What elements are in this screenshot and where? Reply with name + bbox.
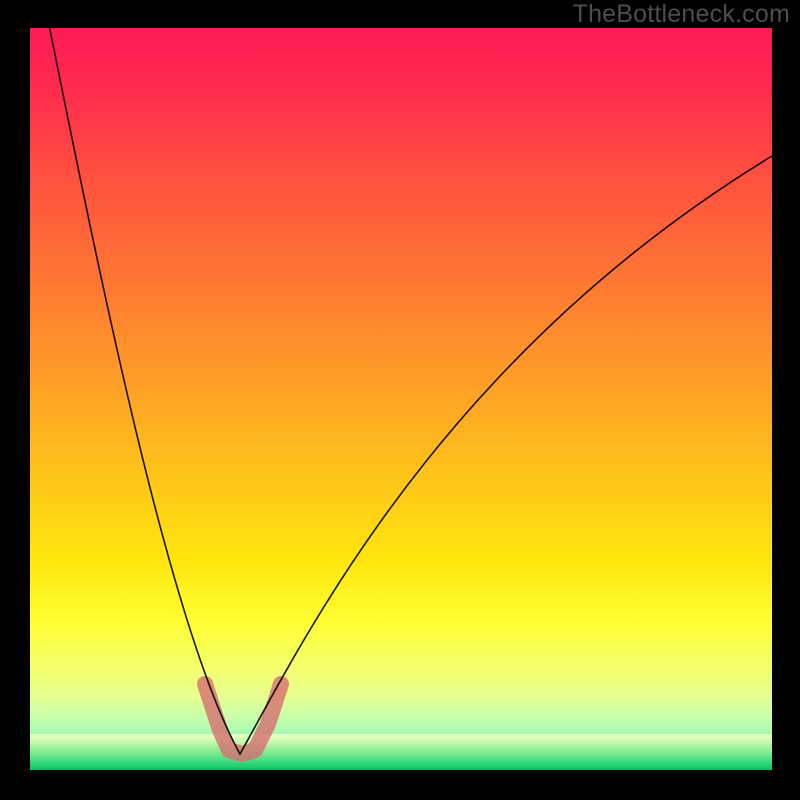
curve-overlay — [30, 28, 772, 770]
attribution-watermark: TheBottleneck.com — [573, 0, 790, 29]
plot-area — [30, 28, 772, 770]
outer-frame — [0, 0, 800, 800]
valley-highlight-marker — [205, 684, 281, 754]
bottleneck-curve — [46, 28, 772, 754]
